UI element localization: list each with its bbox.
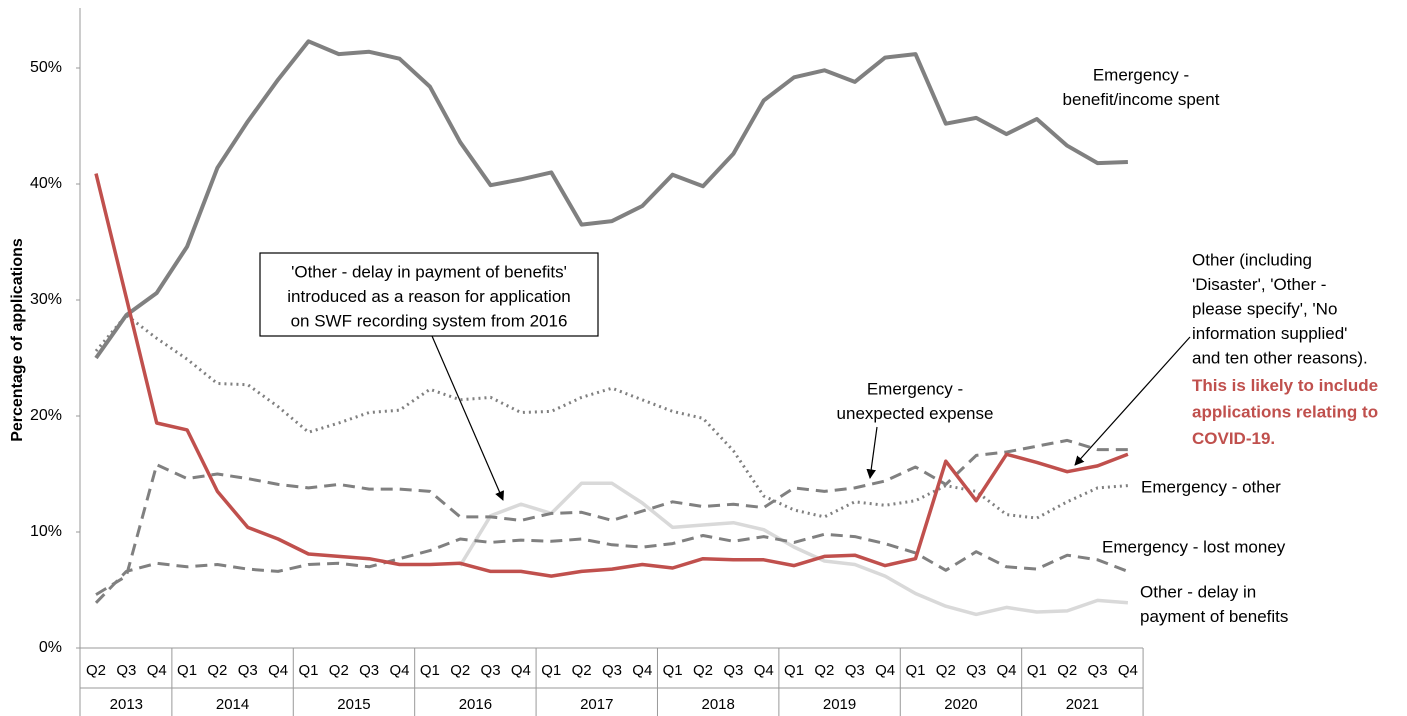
x-group-label: 2015 (337, 696, 370, 713)
series-line (94, 39, 1128, 360)
x-tick-label: Q3 (723, 662, 743, 679)
label-arrow (1074, 336, 1191, 466)
x-tick-label: Q2 (329, 662, 349, 679)
annotation-text: 'Other - delay in payment of benefits' (291, 262, 567, 281)
x-tick-label: Q2 (450, 662, 470, 679)
series-line (94, 173, 1129, 578)
series-label: unexpected expense (837, 404, 994, 423)
x-tick-label: Q2 (207, 662, 227, 679)
annotation-text: on SWF recording system from 2016 (291, 311, 568, 330)
x-group-label: 2021 (1066, 696, 1099, 713)
x-tick-label: Q2 (936, 662, 956, 679)
x-tick-label: Q3 (238, 662, 258, 679)
x-group-label: 2014 (216, 696, 249, 713)
x-tick-label: Q4 (268, 662, 288, 679)
x-tick-label: Q1 (784, 662, 804, 679)
x-group-label: 2019 (823, 696, 856, 713)
x-tick-label: Q4 (511, 662, 531, 679)
x-tick-label: Q1 (1027, 662, 1047, 679)
x-tick-label: Q4 (147, 662, 167, 679)
annotation-arrow (431, 335, 504, 501)
annotation-text: introduced as a reason for application (287, 287, 571, 306)
x-tick-label: Q4 (1118, 662, 1138, 679)
x-tick-label: Q4 (389, 662, 409, 679)
y-tick-label: 40% (30, 175, 62, 192)
x-group-label: 2020 (944, 696, 977, 713)
series-note: COVID-19. (1192, 429, 1275, 448)
label-arrow (866, 426, 878, 479)
x-tick-label: Q3 (481, 662, 501, 679)
x-tick-label: Q2 (693, 662, 713, 679)
x-group-label: 2016 (459, 696, 492, 713)
series-label: Other (including (1192, 250, 1312, 269)
x-tick-label: Q2 (814, 662, 834, 679)
x-tick-label: Q2 (86, 662, 106, 679)
x-tick-label: Q4 (754, 662, 774, 679)
x-tick-label: Q3 (1088, 662, 1108, 679)
x-tick-label: Q1 (298, 662, 318, 679)
series-label: Other - delay in (1140, 582, 1256, 601)
series-label: 'Disaster', 'Other - (1192, 275, 1326, 294)
series-label: please specify', 'No (1192, 299, 1337, 318)
x-tick-label: Q1 (663, 662, 683, 679)
series-label: benefit/income spent (1063, 90, 1220, 109)
x-tick-label: Q1 (541, 662, 561, 679)
x-tick-label: Q2 (572, 662, 592, 679)
x-tick-label: Q3 (602, 662, 622, 679)
y-tick-label: 20% (30, 407, 62, 424)
x-tick-label: Q3 (966, 662, 986, 679)
x-tick-label: Q4 (996, 662, 1016, 679)
y-tick-label: 0% (39, 639, 62, 656)
series-line (458, 481, 1129, 617)
series-label: and ten other reasons). (1192, 348, 1368, 367)
x-tick-label: Q3 (845, 662, 865, 679)
x-tick-label: Q1 (420, 662, 440, 679)
y-tick-label: 50% (30, 59, 62, 76)
series-label: Emergency - lost money (1102, 537, 1286, 556)
y-tick-label: 30% (30, 291, 62, 308)
series-note: This is likely to include (1192, 376, 1378, 395)
x-tick-label: Q3 (116, 662, 136, 679)
x-group-label: 2018 (701, 696, 734, 713)
series-label: Emergency - (867, 379, 963, 398)
series-label: payment of benefits (1140, 607, 1288, 626)
annotation-box (259, 252, 599, 337)
series-label: Emergency - other (1141, 477, 1281, 496)
y-axis-title: Percentage of applications (9, 238, 26, 442)
series-line (94, 532, 1129, 604)
x-tick-label: Q4 (632, 662, 652, 679)
x-tick-label: Q3 (359, 662, 379, 679)
x-group-label: 2013 (110, 696, 143, 713)
series-line (95, 438, 1128, 596)
x-tick-label: Q1 (177, 662, 197, 679)
x-tick-label: Q2 (1057, 662, 1077, 679)
series-label: information supplied' (1192, 324, 1347, 343)
x-tick-label: Q1 (905, 662, 925, 679)
x-group-label: 2017 (580, 696, 613, 713)
series-line (94, 313, 1129, 520)
x-tick-label: Q4 (875, 662, 895, 679)
series-note: applications relating to (1192, 402, 1378, 421)
series-label: Emergency - (1093, 65, 1189, 84)
y-tick-label: 10% (30, 523, 62, 540)
